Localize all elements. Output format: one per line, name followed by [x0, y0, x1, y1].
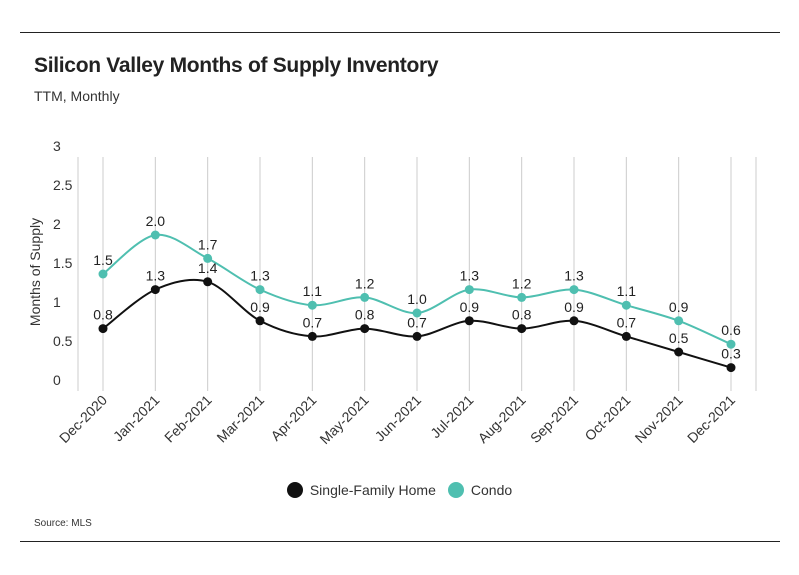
- data-point-single-family: [569, 316, 579, 326]
- data-label-single-family: 0.9: [460, 299, 480, 315]
- bottom-rule: [20, 541, 780, 542]
- x-tick-label: Mar-2021: [213, 392, 267, 446]
- data-label-condo: 1.1: [617, 283, 637, 299]
- x-tick-label: Aug-2021: [475, 392, 529, 446]
- data-label-condo: 1.1: [303, 283, 323, 299]
- y-axis-ticks: 0 0.5 1 1.5 2 2.5 3: [53, 138, 73, 388]
- data-label-single-family: 0.7: [407, 314, 427, 330]
- data-point-single-family: [307, 331, 317, 341]
- data-label-condo: 2.0: [146, 213, 166, 229]
- data-label-single-family: 0.5: [669, 330, 689, 346]
- data-label-condo: 1.0: [407, 291, 427, 307]
- source-note: Source: MLS: [34, 518, 92, 529]
- y-axis-label: Months of Supply: [27, 218, 43, 326]
- data-point-condo: [360, 292, 370, 302]
- data-point-single-family: [150, 285, 160, 295]
- data-label-single-family: 0.7: [303, 314, 323, 330]
- data-label-single-family: 0.8: [93, 307, 113, 323]
- data-point-condo: [98, 269, 108, 279]
- data-point-condo: [569, 285, 579, 295]
- data-label-single-family: 1.4: [198, 260, 218, 276]
- legend-label: Single-Family Home: [309, 482, 436, 498]
- data-label-condo: 1.7: [198, 236, 218, 252]
- legend-item-single-family: Single-Family Home: [286, 482, 436, 498]
- chart-subtitle: TTM, Monthly: [34, 88, 120, 104]
- data-label-condo: 1.3: [250, 268, 270, 284]
- data-point-single-family: [464, 316, 474, 326]
- data-label-condo: 1.3: [460, 268, 480, 284]
- data-point-single-family: [255, 316, 265, 326]
- data-point-single-family: [621, 331, 631, 341]
- y-tick-label: 2: [53, 216, 61, 232]
- data-label-condo: 1.3: [564, 268, 584, 284]
- data-label-condo: 0.6: [721, 322, 741, 338]
- data-point-condo: [255, 285, 265, 295]
- x-tick-label: Dec-2020: [56, 392, 110, 446]
- y-tick-label: 0: [53, 372, 61, 388]
- y-tick-label: 2.5: [53, 177, 73, 193]
- top-rule: [20, 32, 780, 33]
- legend-marker-single-family: [286, 482, 303, 498]
- data-point-single-family: [203, 277, 213, 287]
- x-tick-label: Dec-2021: [684, 392, 738, 446]
- legend: Single-Family Home Condo: [0, 482, 799, 498]
- data-point-condo: [412, 308, 422, 318]
- data-point-condo: [150, 230, 160, 240]
- y-tick-label: 0.5: [53, 333, 73, 349]
- data-label-single-family: 1.3: [146, 268, 166, 284]
- x-tick-label: Nov-2021: [632, 392, 686, 446]
- legend-marker-condo: [447, 482, 464, 498]
- data-label-condo: 1.2: [355, 275, 375, 291]
- data-labels: 1.5 2.0 1.7 1.3 1.1 1.2 1.0 1.3 1.2 1.3 1.1 0.9 0.6 0…: [93, 213, 741, 362]
- y-tick-label: 3: [53, 138, 61, 154]
- x-tick-label: Oct-2021: [581, 392, 633, 444]
- y-tick-label: 1: [53, 294, 61, 310]
- x-tick-label: Apr-2021: [267, 392, 319, 444]
- x-tick-label: May-2021: [316, 392, 371, 447]
- x-tick-label: Jan-2021: [110, 392, 163, 445]
- data-point-single-family: [674, 347, 684, 357]
- data-point-condo: [464, 285, 474, 295]
- x-tick-label: Jul-2021: [427, 392, 476, 441]
- legend-item-condo: Condo: [447, 482, 513, 498]
- x-tick-label: Sep-2021: [527, 392, 581, 446]
- data-point-single-family: [726, 363, 736, 373]
- chart-title: Silicon Valley Months of Supply Inventor…: [34, 54, 439, 77]
- data-point-single-family: [517, 324, 527, 334]
- grid: [77, 157, 757, 391]
- series-points: [98, 230, 736, 373]
- data-label-single-family: 0.9: [250, 299, 270, 315]
- x-tick-label: Jun-2021: [372, 392, 425, 445]
- data-label-single-family: 0.7: [617, 314, 637, 330]
- data-point-condo: [726, 339, 736, 349]
- data-point-single-family: [360, 324, 370, 334]
- data-point-condo: [307, 300, 317, 310]
- data-label-condo: 1.5: [93, 252, 113, 268]
- legend-label: Condo: [470, 482, 513, 498]
- data-point-condo: [674, 316, 684, 326]
- y-tick-label: 1.5: [53, 255, 73, 271]
- data-label-single-family: 0.8: [355, 307, 375, 323]
- data-point-single-family: [412, 331, 422, 341]
- data-label-single-family: 0.3: [721, 346, 741, 362]
- data-point-condo: [517, 292, 527, 302]
- data-label-condo: 1.2: [512, 275, 532, 291]
- data-point-single-family: [98, 324, 108, 334]
- data-point-condo: [621, 300, 631, 310]
- x-tick-label: Feb-2021: [161, 392, 215, 446]
- data-label-condo: 0.9: [669, 299, 689, 315]
- data-point-condo: [203, 253, 213, 263]
- data-label-single-family: 0.9: [564, 299, 584, 315]
- data-label-single-family: 0.8: [512, 307, 532, 323]
